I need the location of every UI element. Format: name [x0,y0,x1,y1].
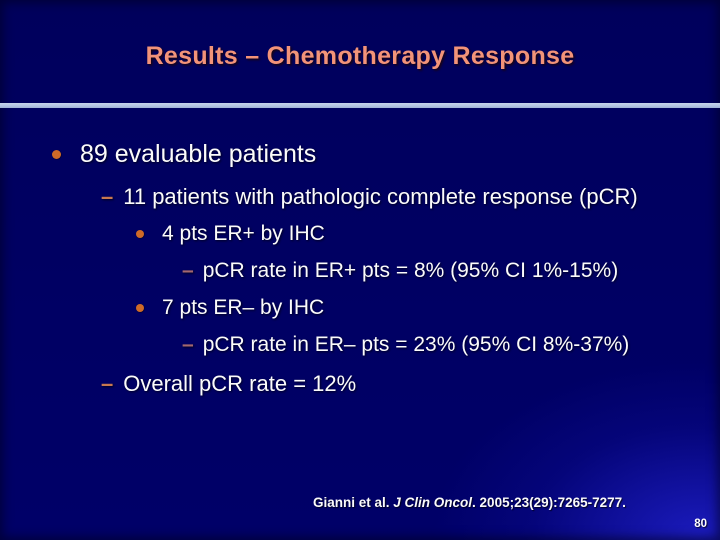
bullet-item-overall-pcr-rate: – Overall pCR rate = 12% [101,371,356,397]
citation-reference: . 2005;23(29):7265-7277. [472,495,626,510]
bullet-item-pcr-rate-er-positive: – pCR rate in ER+ pts = 8% (95% CI 1%-15… [182,259,618,283]
citation: Gianni et al. J Clin Oncol. 2005;23(29):… [313,495,626,510]
bullet-text: 11 patients with pathologic complete res… [123,184,638,209]
bullet-item-pcr-rate-er-negative: – pCR rate in ER– pts = 23% (95% CI 8%-3… [182,333,629,357]
bullet-dot-icon [52,150,61,159]
slide-page-number: 80 [694,518,707,530]
bullet-item-pcr-patients: – 11 patients with pathologic complete r… [101,184,638,210]
citation-authors: Gianni et al. [313,495,394,510]
bullet-dash-icon: – [182,333,194,356]
bullet-text: 7 pts ER– by IHC [162,296,325,319]
title-divider-line [0,103,720,108]
bullet-item-er-negative: 7 pts ER– by IHC [136,296,324,320]
bullet-dash-icon: – [101,371,114,396]
bullet-item-er-positive: 4 pts ER+ by IHC [136,222,325,246]
bullet-dot-icon [136,230,144,238]
bullet-item-evaluable-patients: 89 evaluable patients [52,140,316,169]
bullet-text: 89 evaluable patients [80,140,317,168]
bullet-text: pCR rate in ER– pts = 23% (95% CI 8%-37%… [202,333,630,356]
bullet-text: pCR rate in ER+ pts = 8% (95% CI 1%-15%) [202,259,619,282]
bullet-dot-icon [136,304,144,312]
citation-journal: J Clin Oncol [393,495,473,510]
slide-title: Results – Chemotherapy Response [145,42,575,70]
bullet-dash-icon: – [182,259,194,282]
bullet-dash-icon: – [101,184,114,209]
bullet-text: 4 pts ER+ by IHC [162,222,325,245]
bullet-text: Overall pCR rate = 12% [123,371,357,396]
